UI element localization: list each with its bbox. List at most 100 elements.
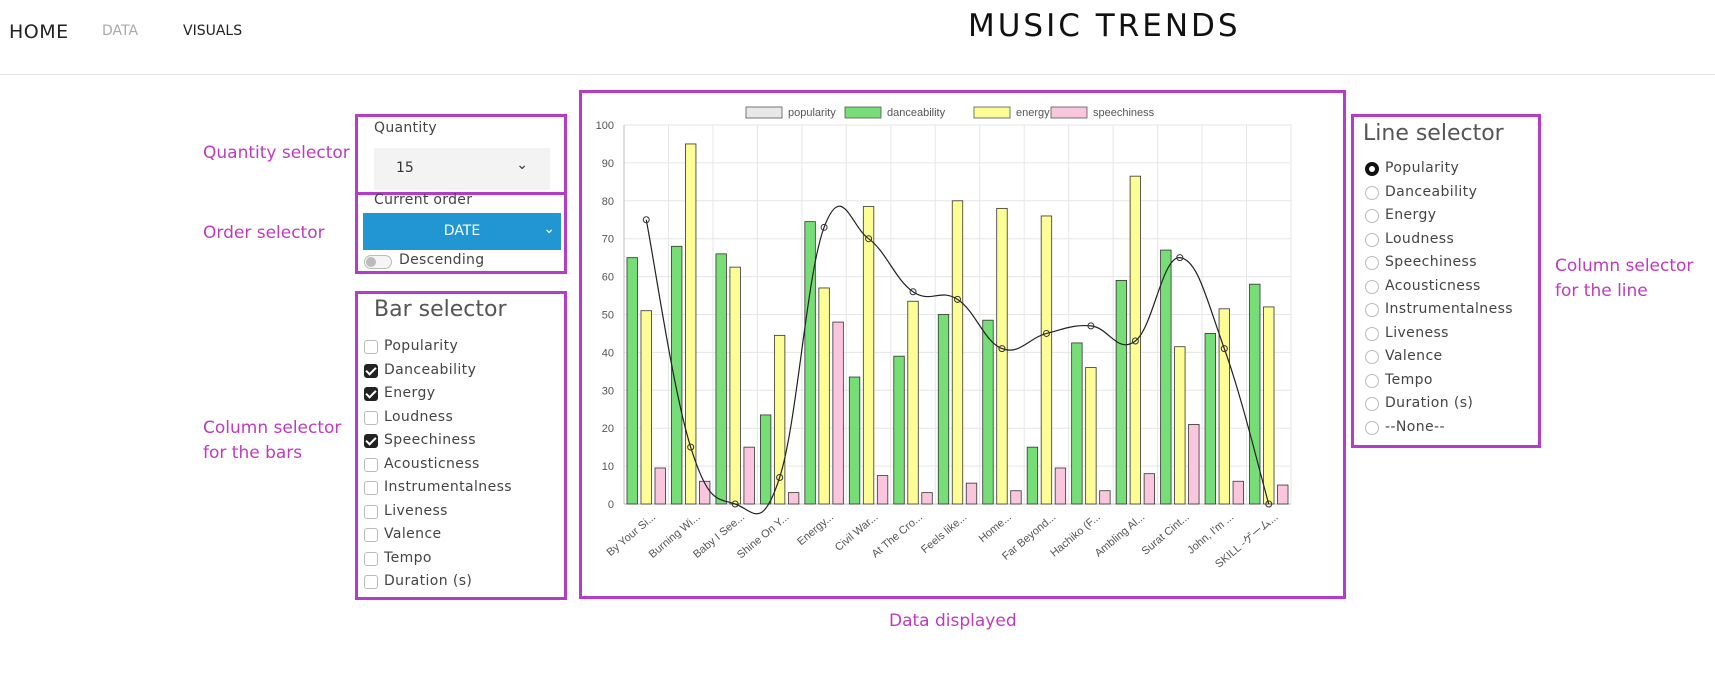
bar-option-label: Loudness [384,408,454,425]
y-tick-label: 40 [602,347,614,359]
y-tick-label: 30 [602,385,614,397]
checkbox[interactable] [364,457,378,472]
bar-speechiness [876,475,889,505]
radio-button[interactable] [1365,420,1379,435]
nav-visuals-link[interactable]: VISUALS [183,23,243,39]
bar-danceability [1160,249,1172,505]
bar-speechiness [965,482,978,505]
point-popularity [1265,500,1273,508]
toggle-knob [366,257,376,267]
chart-panel [579,90,1346,599]
nav-data-link[interactable]: DATA [102,23,139,39]
annotation-line-2: for the line [1555,281,1648,301]
bar-speechiness [787,492,800,505]
bar-energy [640,310,652,505]
bar-energy [729,266,741,505]
quantity-value: 15 [396,160,414,176]
radio-button[interactable] [1365,209,1379,223]
radio-button[interactable] [1365,185,1379,200]
bar-speechiness [1232,480,1244,505]
radio-button[interactable] [1365,397,1379,411]
line-option-label: Liveness [1385,324,1449,341]
bar-danceability [626,257,638,505]
checkbox[interactable] [364,551,378,566]
point-popularity [820,223,828,231]
annotation-line-1: Column selector [1555,256,1694,276]
bar-speechiness [654,467,666,505]
bar-speechiness [832,321,844,505]
radio-button[interactable] [1365,232,1379,247]
checkbox[interactable] [364,340,378,354]
checkbox[interactable] [364,528,378,542]
bar-energy [862,206,875,505]
bar-danceability [982,319,994,505]
radio-button[interactable] [1365,326,1379,341]
checkbox[interactable] [364,434,378,448]
point-popularity [642,216,650,224]
radio-button[interactable] [1365,256,1379,270]
bar-energy [951,200,964,505]
quantity-select[interactable]: 15 ⌄ [374,148,550,190]
bar-option-label: Acousticness [384,455,480,472]
checkbox[interactable] [364,481,378,495]
bar-energy [1040,215,1053,505]
y-tick-label: 0 [608,499,614,511]
legend-swatch-danceability [844,106,882,119]
order-value: DATE [443,223,481,239]
y-tick-label: 10 [602,461,614,473]
order-panel [355,192,567,274]
line-popularity [645,205,1270,515]
point-popularity [687,443,695,451]
point-popularity [1176,254,1184,262]
bar-option-label: Speechiness [384,432,476,448]
bar-speechiness [921,492,933,505]
checkbox[interactable] [364,363,378,378]
bar-speechiness [699,480,711,505]
quantity-label: Quantity [374,120,437,136]
y-tick-label: 50 [602,310,614,322]
bar-speechiness [1188,424,1200,505]
bar-selector-title: Bar selector [374,297,507,322]
x-tick-label: Surat Cint... [1140,511,1192,558]
line-option-label: Instrumentalness [1385,301,1513,317]
bar-speechiness [1277,484,1289,505]
legend-label: energy [1016,107,1050,119]
line-option-label: Danceability [1385,183,1478,200]
order-select[interactable]: DATE ⌄ [363,213,561,250]
y-tick-label: 90 [602,158,614,170]
bar-energy [907,300,919,505]
radio-button[interactable] [1365,303,1379,317]
checkbox[interactable] [364,387,378,401]
page-title: MUSIC TRENDS [968,8,1241,44]
chevron-down-icon: ⌄ [543,221,555,237]
radio-button[interactable] [1365,162,1379,176]
descending-toggle[interactable] [364,255,392,269]
x-tick-label: Feels like... [919,511,969,556]
point-popularity [1220,345,1228,353]
checkbox[interactable] [364,504,378,519]
checkbox[interactable] [364,575,378,589]
radio-button[interactable] [1365,279,1379,294]
nav-home-link[interactable]: HOME [9,21,69,43]
y-tick-label: 100 [596,120,614,132]
bar-danceability [1115,279,1128,505]
annotation-bars-2: for the bars [203,443,303,463]
point-popularity [865,235,873,243]
line-option-label: Tempo [1385,371,1433,388]
point-popularity [1042,329,1050,337]
bar-danceability [1071,342,1083,505]
bar-energy [818,287,830,505]
bar-danceability [937,314,950,505]
point-popularity [776,473,784,481]
bar-danceability [1249,283,1261,505]
bar-danceability [1026,446,1039,505]
line-option-label: --None-- [1385,418,1445,435]
radio-button[interactable] [1365,373,1379,388]
legend-swatch-popularity [745,106,783,119]
bar-energy [1174,346,1186,505]
point-popularity [731,500,739,508]
checkbox[interactable] [364,410,378,425]
bar-option-label: Valence [384,526,442,542]
radio-button[interactable] [1365,350,1379,364]
